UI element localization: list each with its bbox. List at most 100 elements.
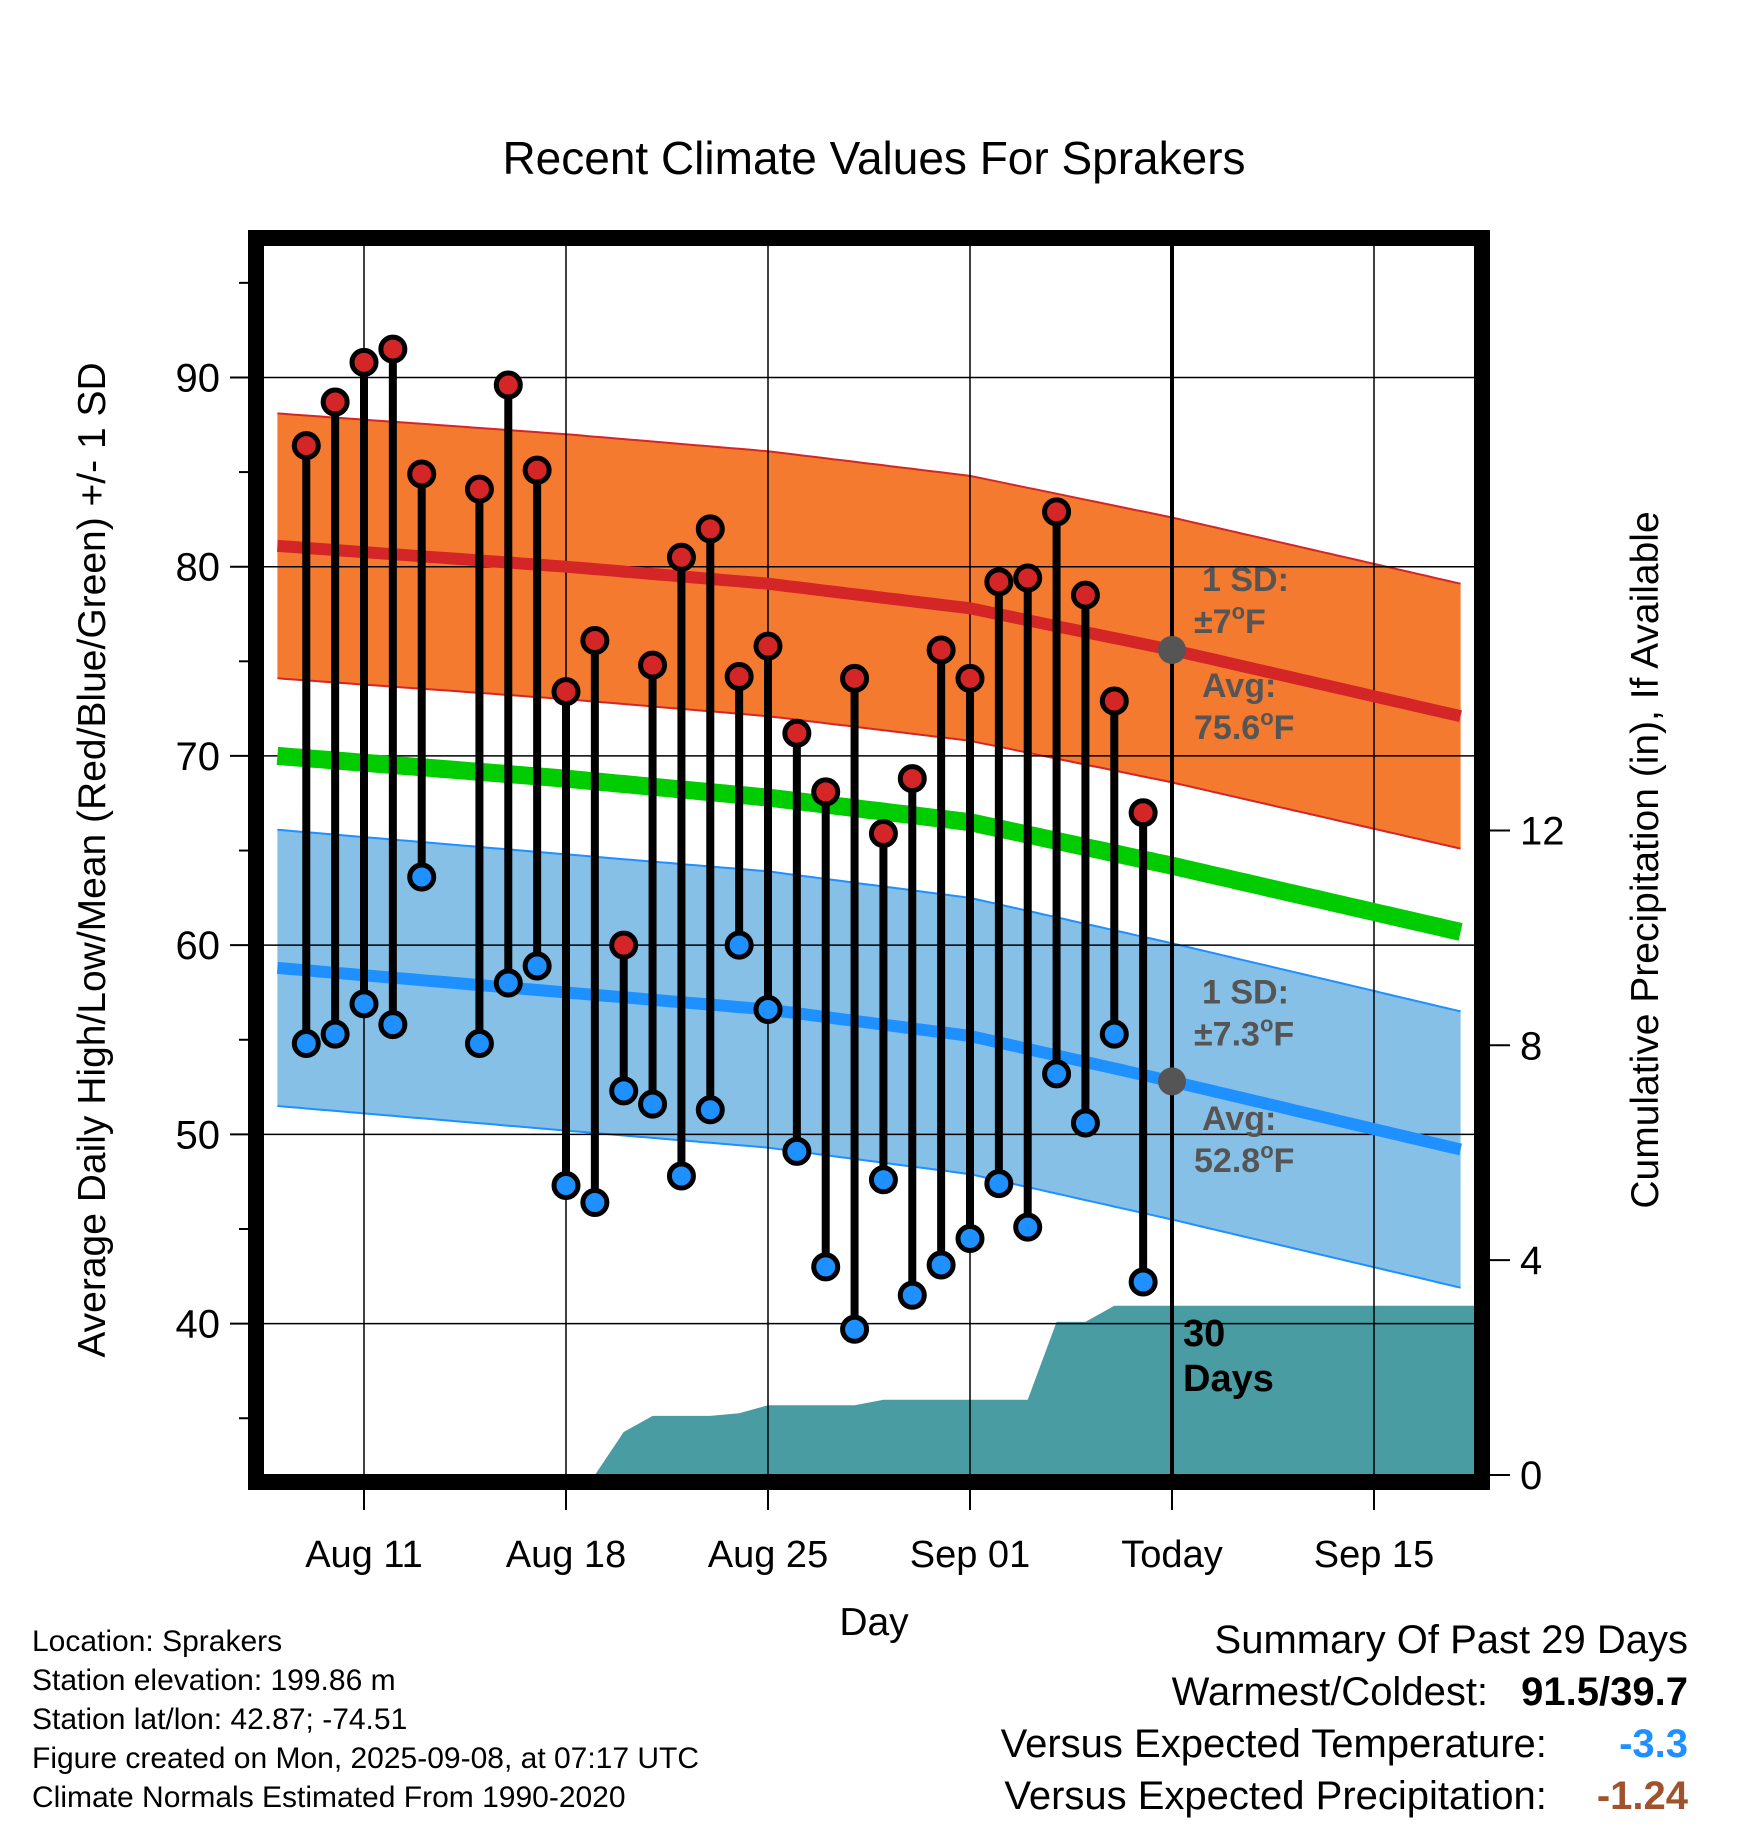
observed-high-point bbox=[320, 387, 350, 417]
station-info: Location: Sprakers Station elevation: 19… bbox=[32, 1622, 699, 1817]
high-avg-annotation-label: Avg: bbox=[1202, 667, 1276, 705]
high-avg-annotation-value: 75.6oF bbox=[1194, 705, 1294, 747]
observed-low-point bbox=[522, 951, 552, 981]
observed-high-point bbox=[695, 514, 725, 544]
x-axis-label: Day bbox=[839, 1601, 909, 1644]
observed-low-point bbox=[291, 1029, 321, 1059]
plot-frame bbox=[248, 230, 1490, 1490]
observed-low-point bbox=[493, 968, 523, 998]
observed-low-point bbox=[378, 1010, 408, 1040]
high-sd-annotation-label: 1 SD: bbox=[1202, 561, 1289, 599]
high-sd-upper-line bbox=[277, 412, 1461, 585]
observed-high-point bbox=[868, 819, 898, 849]
observed-high-point bbox=[493, 370, 523, 400]
observed-low-point bbox=[811, 1252, 841, 1282]
x-tick-label: Sep 01 bbox=[910, 1534, 1030, 1576]
observed-high-point bbox=[349, 347, 379, 377]
low-avg-annotation-label: Avg: bbox=[1202, 1100, 1276, 1138]
y2-tick-label: 8 bbox=[1520, 1024, 1542, 1068]
low-sd-upper-line bbox=[277, 828, 1461, 1013]
observed-low-point bbox=[407, 862, 437, 892]
low-sd-annotation-label: 1 SD: bbox=[1202, 973, 1289, 1011]
x-tick-label: Sep 15 bbox=[1314, 1534, 1434, 1576]
high-sd-lower-line bbox=[277, 677, 1461, 850]
observed-low-point bbox=[695, 1095, 725, 1125]
observed-low-point bbox=[984, 1169, 1014, 1199]
observed-high-point bbox=[955, 663, 985, 693]
low-avg-line bbox=[276, 961, 1462, 1156]
observed-high-point bbox=[551, 677, 581, 707]
location-text: Location: Sprakers bbox=[32, 1625, 283, 1658]
mean-avg-line bbox=[276, 746, 1463, 941]
observed-low-point bbox=[464, 1029, 494, 1059]
y-tick-label: 70 bbox=[176, 735, 221, 779]
high-sd-band bbox=[277, 413, 1461, 849]
low-sd-lower-line bbox=[277, 1105, 1461, 1289]
high-sd-annotation-value: ±7oF bbox=[1194, 599, 1266, 641]
temp-label: Versus Expected Temperature: bbox=[1000, 1722, 1547, 1766]
y2-tick-label: 4 bbox=[1520, 1239, 1542, 1283]
observed-low-point bbox=[926, 1250, 956, 1280]
x-tick-label: Aug 11 bbox=[305, 1534, 423, 1576]
y2-tick-label: 12 bbox=[1520, 809, 1565, 853]
observed-high-point bbox=[291, 431, 321, 461]
observed-low-point bbox=[1099, 1019, 1129, 1049]
observed-high-point bbox=[724, 661, 754, 691]
low-avg-today-marker bbox=[1158, 1067, 1186, 1096]
warm-cold-label: Warmest/Coldest: bbox=[1171, 1670, 1489, 1714]
observed-high-point bbox=[407, 459, 437, 489]
observed-low-point bbox=[724, 930, 754, 960]
observed-high-point bbox=[464, 474, 494, 504]
summary-temp-row: Versus Expected Temperature: -3.3 bbox=[1001, 1722, 1688, 1774]
y-axis-label: Average Daily High/Low/Mean (Red/Blue/Gr… bbox=[71, 362, 114, 1357]
high-avg-line bbox=[276, 539, 1462, 723]
observed-low-point bbox=[1013, 1212, 1043, 1242]
observed-low-point bbox=[320, 1019, 350, 1049]
observed-low-point bbox=[1042, 1059, 1072, 1089]
observed-high-point bbox=[666, 542, 696, 572]
observed-high-point bbox=[378, 334, 408, 364]
warm-cold-value: 91.5/39.7 bbox=[1521, 1670, 1688, 1714]
observed-low-point bbox=[782, 1136, 812, 1166]
observed-high-point bbox=[638, 650, 668, 680]
observed-high-point bbox=[782, 718, 812, 748]
y2-tick-label: 0 bbox=[1520, 1454, 1542, 1498]
low-avg-annotation-value: 52.8oF bbox=[1194, 1138, 1294, 1180]
low-sd-band bbox=[277, 829, 1461, 1288]
precip-label: Versus Expected Precipitation: bbox=[1004, 1774, 1547, 1818]
summary-panel: Summary Of Past 29 Days Warmest/Coldest:… bbox=[1001, 1618, 1688, 1826]
y-tick-label: 80 bbox=[176, 546, 221, 590]
observed-high-point bbox=[580, 625, 610, 655]
observed-high-point bbox=[840, 663, 870, 693]
elevation-text: Station elevation: 199.86 m bbox=[32, 1664, 396, 1697]
observed-low-point bbox=[868, 1165, 898, 1195]
summary-title: Summary Of Past 29 Days bbox=[1214, 1618, 1688, 1662]
high-avg-today-marker bbox=[1158, 635, 1186, 664]
observed-high-point bbox=[609, 930, 639, 960]
observed-low-point bbox=[551, 1170, 581, 1200]
observed-low-point bbox=[897, 1280, 927, 1310]
created-text: Figure created on Mon, 2025-09-08, at 07… bbox=[32, 1742, 700, 1775]
observed-low-point bbox=[349, 989, 379, 1019]
observed-low-point bbox=[840, 1314, 870, 1344]
precip-value: -1.24 bbox=[1596, 1774, 1688, 1818]
y-tick-label: 40 bbox=[176, 1303, 221, 1347]
chart-title: Recent Climate Values For Sprakers bbox=[502, 132, 1245, 184]
observed-high-point bbox=[1128, 798, 1158, 828]
precip-window-label: Days bbox=[1183, 1358, 1274, 1400]
observed-high-point bbox=[811, 777, 841, 807]
observed-low-point bbox=[1128, 1267, 1158, 1297]
latlon-text: Station lat/lon: 42.87; -74.51 bbox=[32, 1703, 408, 1736]
observed-high-point bbox=[753, 631, 783, 661]
precip-area bbox=[566, 1305, 1475, 1475]
observed-high-point bbox=[1013, 563, 1043, 593]
observed-high-point bbox=[926, 635, 956, 665]
normals-text: Climate Normals Estimated From 1990-2020 bbox=[32, 1781, 626, 1814]
y-tick-label: 50 bbox=[176, 1113, 221, 1157]
observed-high-point bbox=[897, 764, 927, 794]
observed-low-point bbox=[1070, 1108, 1100, 1138]
observed-high-point bbox=[1042, 497, 1072, 527]
observed-high-point bbox=[1099, 686, 1129, 716]
